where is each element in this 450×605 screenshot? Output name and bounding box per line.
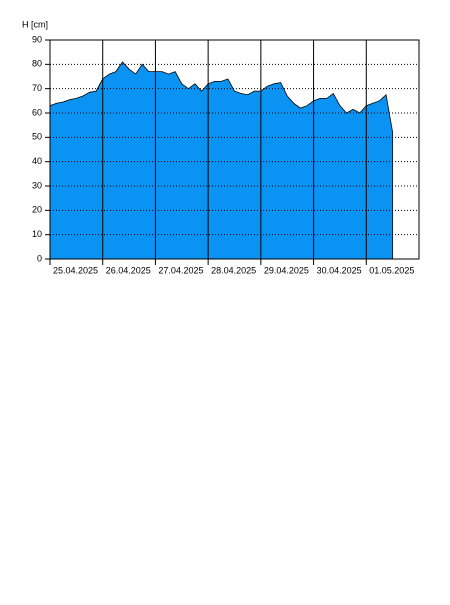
- x-tick-label: 01.05.2025: [369, 265, 414, 275]
- y-tick-label: 50: [32, 132, 42, 142]
- y-tick-label: 80: [32, 59, 42, 69]
- plot-frame: [49, 39, 420, 260]
- y-axis-label: H [cm]: [22, 19, 48, 29]
- y-tick-label: 70: [32, 83, 42, 93]
- x-tick-label: 25.04.2025: [53, 265, 98, 275]
- x-tick-label: 29.04.2025: [264, 265, 309, 275]
- y-tick-label: 30: [32, 180, 42, 190]
- y-tick-label: 60: [32, 107, 42, 117]
- x-tick-label: 26.04.2025: [106, 265, 151, 275]
- x-tick-label: 30.04.2025: [317, 265, 362, 275]
- y-tick-label: 0: [37, 253, 42, 263]
- x-tick-label: 28.04.2025: [211, 265, 256, 275]
- area: [49, 61, 394, 260]
- y-tick-label: 90: [32, 34, 42, 44]
- y-tick-label: 20: [32, 205, 42, 215]
- x-tick-label: 27.04.2025: [158, 265, 203, 275]
- y-tick-label: 40: [32, 156, 42, 166]
- y-tick-label: 10: [32, 229, 42, 239]
